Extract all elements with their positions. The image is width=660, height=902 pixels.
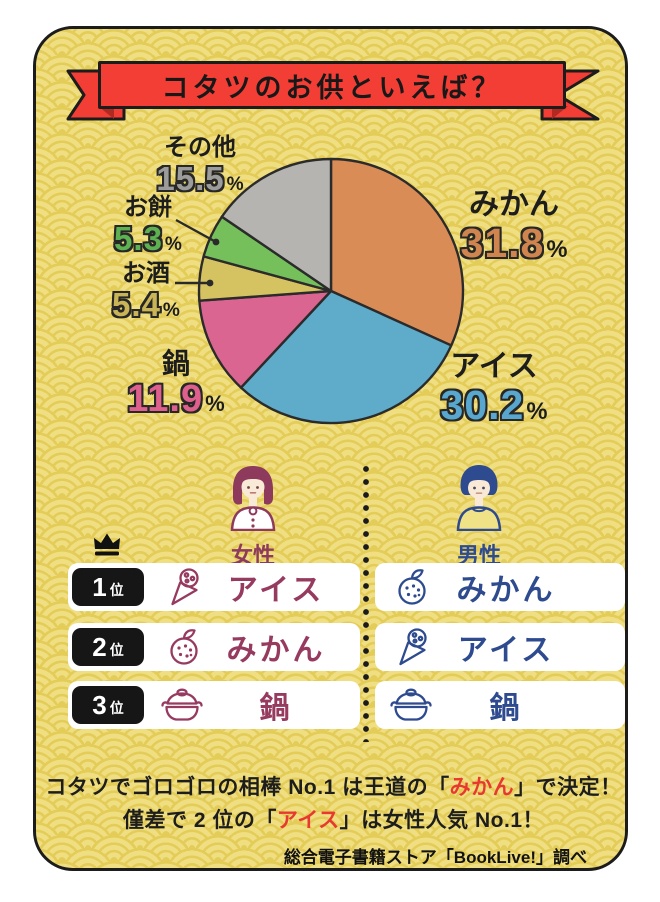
- nabe-icon: [390, 688, 432, 721]
- nabe-icon: [161, 688, 203, 721]
- pie-slice-鍋: [198, 289, 333, 389]
- page-title: コタツのお供といえば？: [161, 72, 503, 103]
- female-header: 女性: [193, 461, 313, 570]
- wave-pattern-card: コタツのお供といえば？ その他 15.5% お餅 5.3% お酒 5.4% 鍋: [33, 26, 628, 871]
- pie-slice-アイス: [239, 289, 453, 425]
- pie-label-mikan: みかん 31.8%: [460, 188, 568, 266]
- icecream-icon: [171, 568, 199, 606]
- pie-label-aisu: アイス 30.2%: [440, 350, 548, 428]
- rank2-male-label: アイス: [457, 634, 555, 667]
- rank3-male-row: 鍋: [375, 681, 625, 729]
- pie-chart-svg: [197, 157, 465, 425]
- rank2-female-label: みかん: [226, 634, 326, 667]
- rank1-female-label: アイス: [227, 574, 325, 607]
- ribbon-banner: コタツのお供といえば？: [98, 61, 566, 109]
- rank1-male-row: みかん: [375, 563, 625, 611]
- rank2-male-row: アイス: [375, 623, 625, 671]
- pie-label-nabe: 鍋 11.9%: [127, 348, 225, 421]
- male-header: 男性: [419, 461, 539, 570]
- caption-line2: 僅差で 2 位の「アイス」は女性人気 No.1！: [122, 809, 545, 832]
- pie-label-osake: お酒 5.4%: [112, 260, 180, 324]
- mikan-icon: [398, 569, 426, 605]
- pie-slice-みかん: [329, 157, 465, 347]
- rank3-female-label: 鍋: [259, 692, 293, 725]
- rank1-male-label: みかん: [456, 574, 556, 607]
- pie-slice-その他: [220, 157, 333, 293]
- crown-icon: [94, 533, 120, 556]
- mikan-icon: [170, 629, 198, 665]
- pie-label-sonota: その他 15.5%: [156, 134, 244, 198]
- caption-line1: コタツでゴロゴロの相棒 No.1 は王道の「みかん」で決定！: [45, 776, 622, 799]
- column-divider-dotted: [363, 466, 369, 742]
- highlight-aisu: アイス: [276, 809, 340, 832]
- highlight-mikan: みかん: [449, 776, 515, 799]
- female-icon: [230, 466, 276, 532]
- pie-chart: [194, 154, 468, 428]
- source-credit: 総合電子書籍ストア「BookLive!」調べ: [283, 848, 587, 867]
- male-icon: [456, 465, 502, 532]
- pie-label-omochi: お餅 5.3%: [114, 194, 182, 258]
- rank3-male-label: 鍋: [489, 692, 523, 725]
- icecream-icon: [399, 628, 427, 666]
